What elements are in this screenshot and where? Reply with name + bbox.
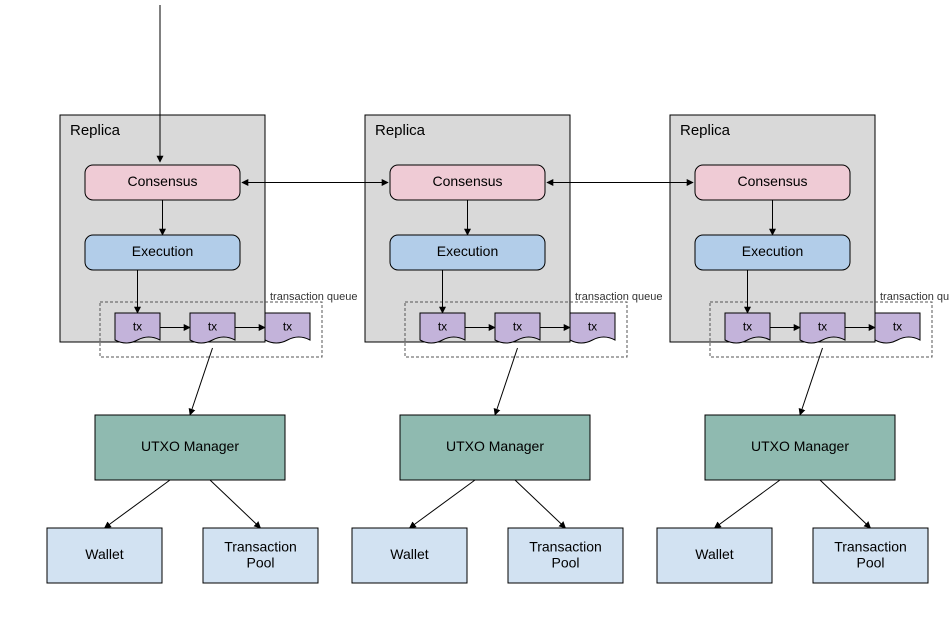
- edge-utxo-wallet: [715, 480, 781, 528]
- edge-utxo-pool: [515, 480, 566, 528]
- tx-label: tx: [513, 320, 522, 334]
- execution-label: Execution: [437, 243, 498, 259]
- wallet-label: Wallet: [85, 546, 123, 562]
- edge-utxo-pool: [210, 480, 261, 528]
- consensus-label: Consensus: [737, 173, 807, 189]
- tx-queue-label: transaction queue: [575, 291, 662, 303]
- edge-utxo-wallet: [410, 480, 476, 528]
- tx-label: tx: [743, 320, 752, 334]
- wallet-label: Wallet: [695, 546, 733, 562]
- edge-tx-utxo: [190, 348, 213, 415]
- tx-queue-label: transaction queue: [270, 291, 357, 303]
- replica-title: Replica: [375, 122, 426, 139]
- tx-queue-label: transaction queue: [880, 291, 949, 303]
- utxo-manager-label: UTXO Manager: [446, 438, 544, 454]
- tx-label: tx: [893, 320, 902, 334]
- edge-utxo-wallet: [105, 480, 171, 528]
- utxo-manager-label: UTXO Manager: [751, 438, 849, 454]
- edge-tx-utxo: [495, 348, 518, 415]
- consensus-label: Consensus: [127, 173, 197, 189]
- tx-label: tx: [208, 320, 217, 334]
- execution-label: Execution: [742, 243, 803, 259]
- architecture-diagram: Replica Consensus Execution transaction que…: [0, 0, 949, 626]
- utxo-manager-label: UTXO Manager: [141, 438, 239, 454]
- replica-title: Replica: [70, 122, 121, 139]
- tx-label: tx: [438, 320, 447, 334]
- consensus-label: Consensus: [432, 173, 502, 189]
- wallet-label: Wallet: [390, 546, 428, 562]
- replica-title: Replica: [680, 122, 731, 139]
- tx-label: tx: [818, 320, 827, 334]
- tx-label: tx: [588, 320, 597, 334]
- tx-label: tx: [133, 320, 142, 334]
- tx-label: tx: [283, 320, 292, 334]
- edge-tx-utxo: [800, 348, 823, 415]
- execution-label: Execution: [132, 243, 193, 259]
- edge-utxo-pool: [820, 480, 871, 528]
